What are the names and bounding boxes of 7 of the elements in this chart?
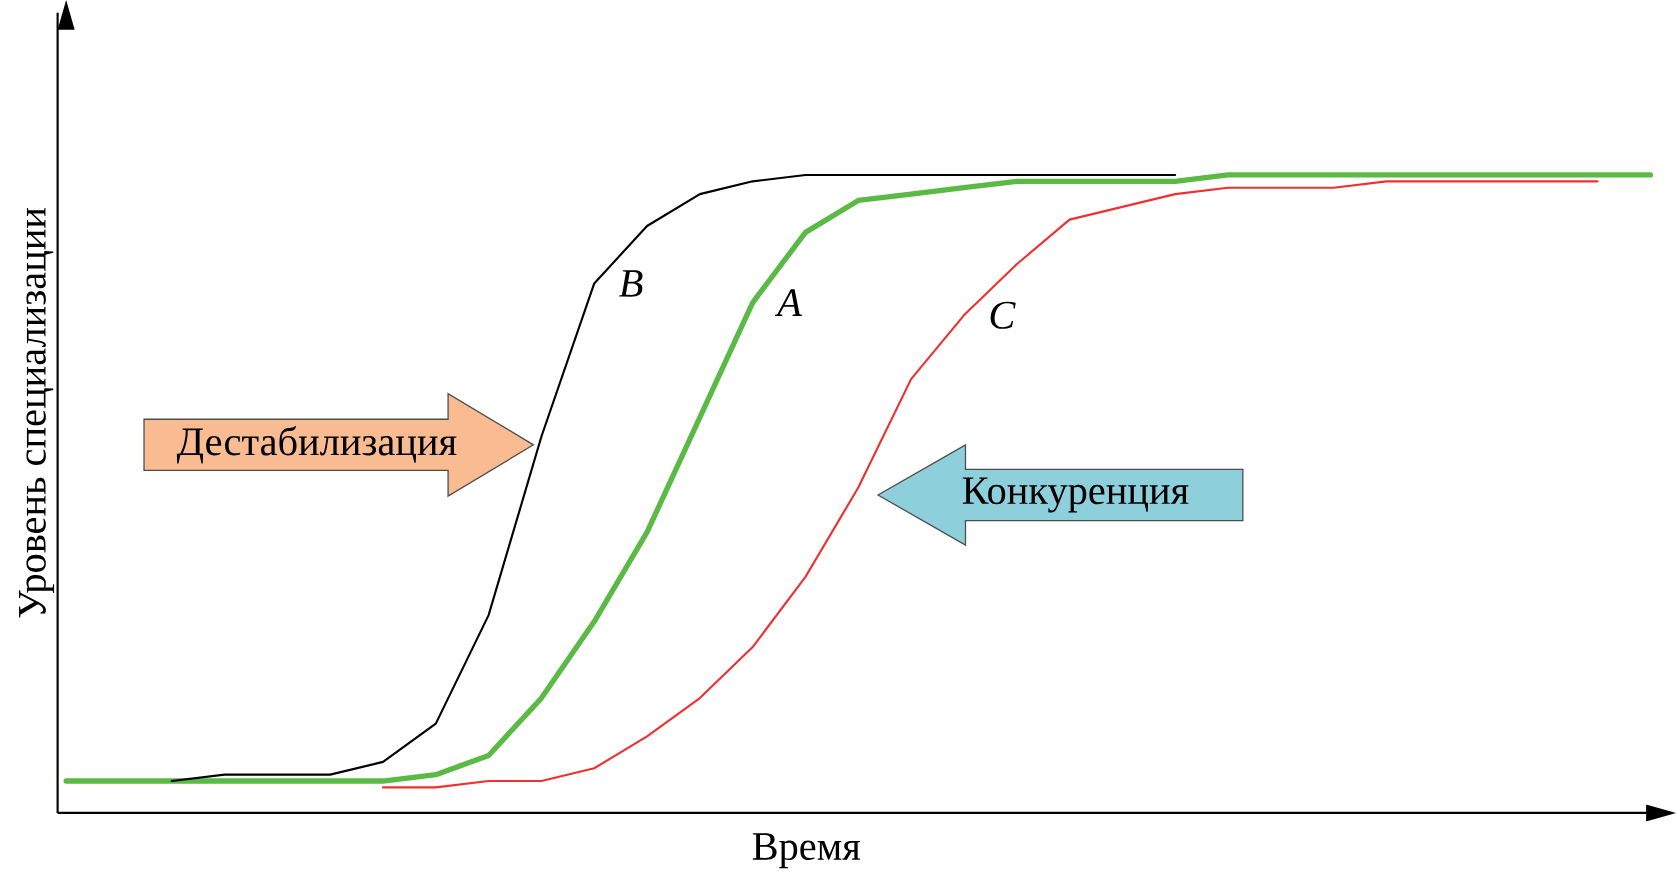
series-label: C (990, 301, 1016, 329)
series-label: B (619, 270, 643, 297)
x-axis-title: Время (752, 833, 861, 869)
y-axis-title: Уровень специализации (19, 207, 55, 618)
annotation: Конкуренция (962, 477, 1189, 513)
series-label: A (774, 289, 802, 316)
annotation: Дестабилизация (176, 426, 457, 464)
